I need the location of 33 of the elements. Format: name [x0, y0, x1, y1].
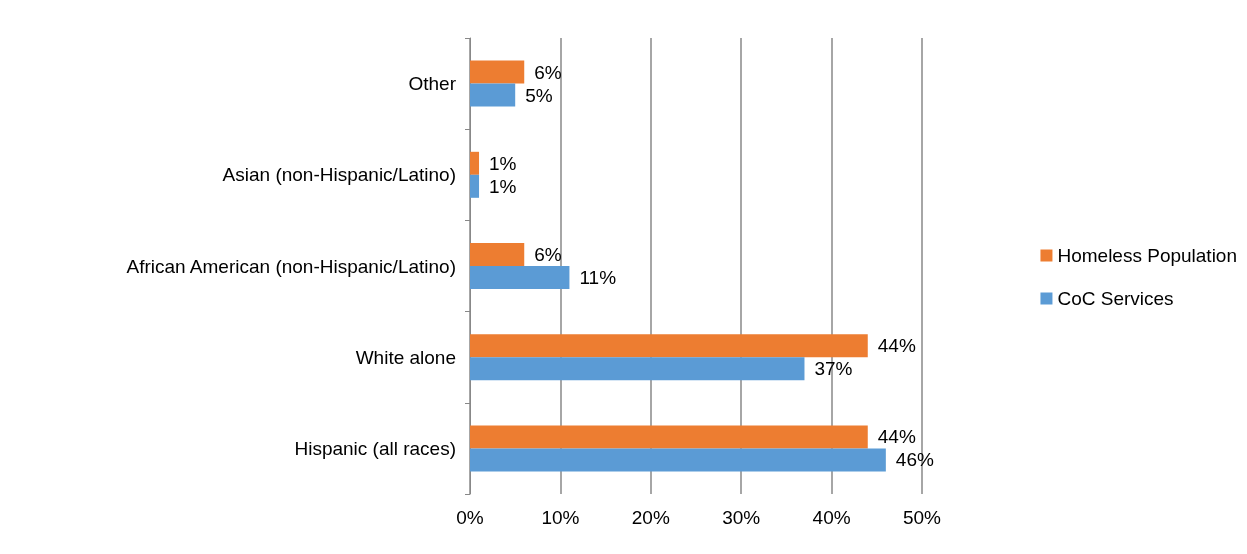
data-label: 5% — [525, 84, 553, 106]
bar — [470, 266, 570, 289]
bar — [470, 151, 480, 175]
y-tick-label: Asian (non-Hispanic/Latino) — [222, 164, 456, 186]
x-tick-label: 0% — [456, 507, 484, 528]
bar — [470, 174, 480, 198]
data-label: 1% — [489, 175, 517, 197]
y-tick-label: Hispanic (all races) — [294, 437, 456, 459]
data-label: 6% — [534, 61, 562, 83]
data-label: 44% — [877, 426, 916, 448]
legend-label: Homeless Population — [1057, 245, 1237, 266]
bar — [470, 425, 868, 449]
data-label: 11% — [579, 267, 617, 288]
x-tick-label: 20% — [631, 507, 670, 528]
x-tick-label: 50% — [902, 507, 942, 528]
bar — [470, 357, 805, 381]
y-tick-label: Other — [408, 73, 457, 95]
bar — [470, 334, 868, 358]
y-tick-label: African American (non-Hispanic/Latino) — [126, 255, 456, 277]
data-label: 6% — [534, 244, 562, 265]
bar — [470, 448, 886, 472]
y-tick-label: White alone — [355, 346, 456, 368]
bar — [470, 83, 516, 107]
x-tick-label: 10% — [541, 507, 580, 528]
bar — [470, 243, 525, 266]
x-tick-label: 30% — [722, 507, 761, 528]
data-label: 1% — [489, 152, 517, 174]
legend-label: CoC Services — [1057, 288, 1174, 309]
bar — [470, 60, 525, 84]
data-label: 44% — [877, 335, 916, 357]
x-tick-label: 40% — [812, 507, 851, 528]
data-label: 46% — [895, 449, 934, 471]
data-label: 37% — [814, 358, 853, 380]
